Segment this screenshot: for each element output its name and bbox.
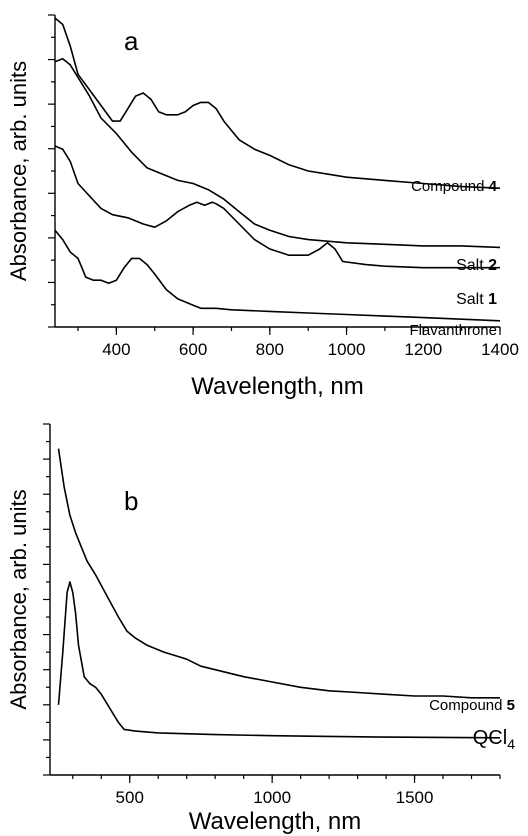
series-line-0 xyxy=(54,17,501,189)
series-label: Flavanthrone xyxy=(409,322,497,339)
series-label-text: Flavanthrone xyxy=(409,322,497,339)
panel-b: 500 1000 1500 Wavelength, nm Absorbance, arb… xyxy=(6,423,515,835)
x-axis-label: Wavelength, nm xyxy=(191,373,364,400)
series-label-text: Compound xyxy=(411,178,489,195)
series-label-text: QCl xyxy=(473,727,507,749)
series-label: QCl4 xyxy=(473,727,515,752)
x-tick-label: 1000 xyxy=(328,340,366,359)
x-tick-label: 1500 xyxy=(396,788,434,807)
series-label: Salt 2 xyxy=(456,257,497,274)
x-tick-label: 400 xyxy=(102,340,130,359)
series-line-1 xyxy=(57,581,501,739)
x-tick-label: 600 xyxy=(179,340,207,359)
series-label-text: Salt xyxy=(456,257,488,274)
series-label-text: Salt xyxy=(456,291,488,308)
x-axis-label: Wavelength, nm xyxy=(189,808,362,835)
x-tick-label: 500 xyxy=(116,788,144,807)
series-line-1 xyxy=(54,57,501,249)
series-label-number: 5 xyxy=(507,697,515,714)
panel-a: 400 600 800 1000 1200 1400 Wavelength, nm Absor… xyxy=(6,14,519,400)
series-label-number: 1 xyxy=(488,291,497,308)
series-line-3 xyxy=(54,229,501,322)
x-tick-label: 1400 xyxy=(481,340,519,359)
x-tick-label: 1200 xyxy=(404,340,442,359)
x-tick-label: 1000 xyxy=(253,788,291,807)
series-label-number: 4 xyxy=(507,736,515,752)
series-label: Compound 4 xyxy=(411,178,498,195)
series-line-2 xyxy=(54,145,500,269)
panel-label: a xyxy=(124,26,139,56)
series-line-0 xyxy=(57,448,500,699)
y-axis-label: Absorbance, arb. units xyxy=(6,61,31,281)
y-axis-label: Absorbance, arb. units xyxy=(6,489,31,709)
series-label-number: 2 xyxy=(488,257,497,274)
series-label: Compound 5 xyxy=(429,697,515,714)
series-label-text: Compound xyxy=(429,697,507,714)
series-label: Salt 1 xyxy=(456,291,497,308)
x-tick-label: 800 xyxy=(256,340,284,359)
panel-label: b xyxy=(124,486,138,516)
series-label-number: 4 xyxy=(489,178,498,195)
